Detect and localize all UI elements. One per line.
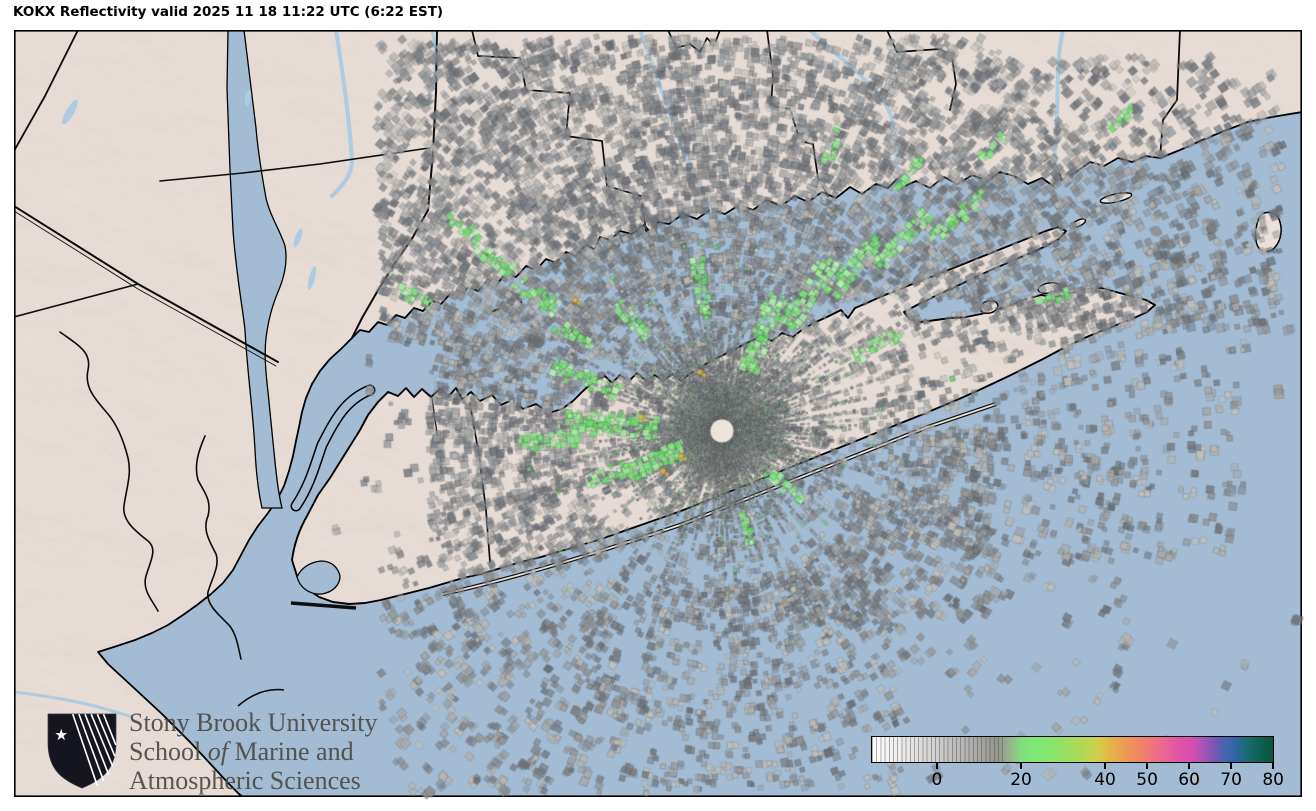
colorbar-tick-label: 50 [1136,770,1158,790]
colorbar-tick [1020,763,1022,769]
colorbar-tick [1188,763,1190,769]
logo-line-1: Stony Brook University [129,708,378,737]
colorbar-tick [936,763,938,769]
colorbar-tick-label: 80 [1262,770,1284,790]
logo-line-3: Atmospheric Sciences [129,766,361,795]
reflectivity-colorbar: 0 20 40 50 60 70 80 [871,736,1284,792]
colorbar-tick-label: 40 [1094,770,1116,790]
logo-line-2: School of Marine and [129,737,354,766]
colorbar-bar [871,736,1274,763]
colorbar-tick [1272,763,1274,769]
colorbar-tick [1104,763,1106,769]
stony-brook-logo: ★ Stony Brook University School of Marin… [44,708,377,795]
colorbar-tick [1146,763,1148,769]
logo-text: Stony Brook University School of Marine … [129,708,377,795]
colorbar-tick-label: 70 [1220,770,1242,790]
stony-brook-shield-icon: ★ [47,713,117,789]
colorbar-tick-label: 60 [1178,770,1200,790]
svg-text:★: ★ [54,726,68,744]
colorbar-tick-label: 0 [931,770,943,790]
colorbar-gradient [872,737,1273,762]
colorbar-gray-segments [872,737,1005,762]
colorbar-tick [1230,763,1232,769]
colorbar-tick-label: 20 [1010,770,1032,790]
